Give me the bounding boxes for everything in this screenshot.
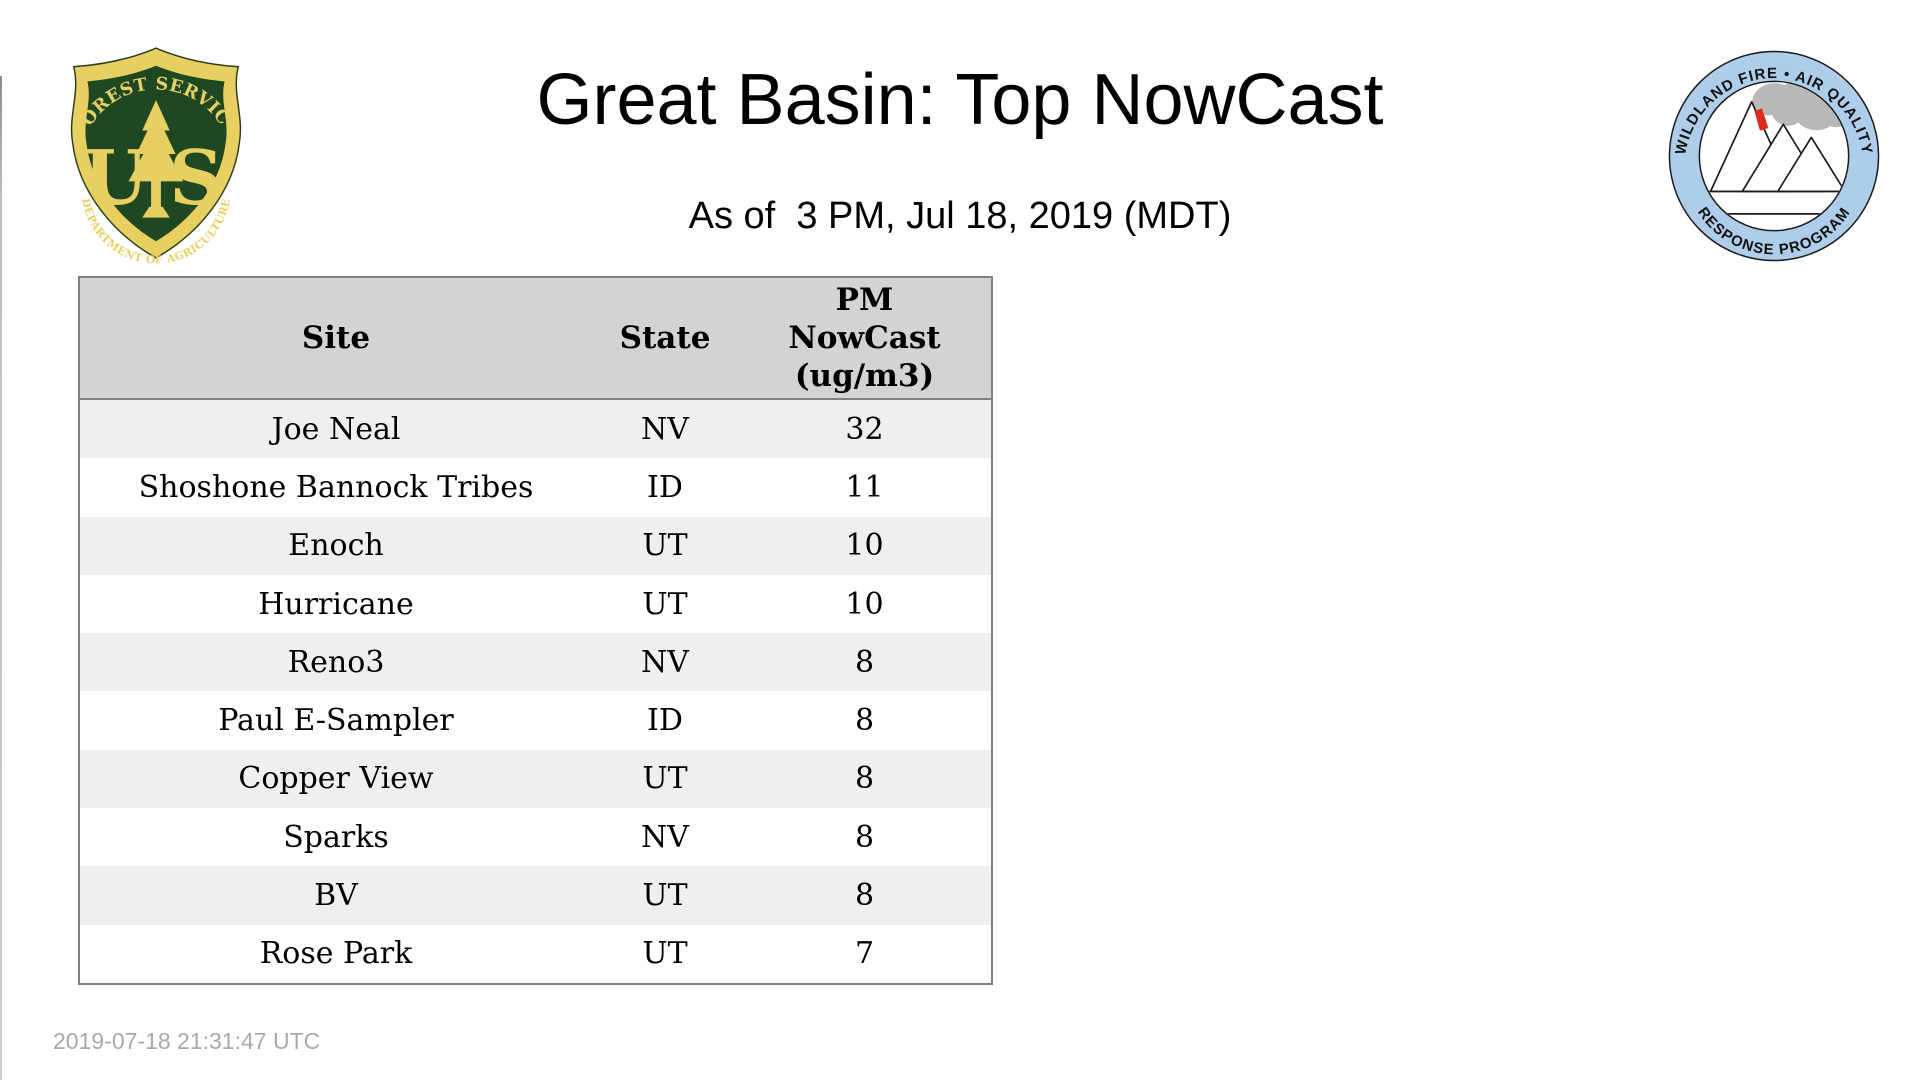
table-row: Hurricane UT 10 [80,574,991,634]
site-cell: Sparks [283,819,389,855]
page-edge-artifact [0,76,2,1080]
header-line: (ug/m3) [794,358,935,394]
table-row: Rose Park UT 7 [80,924,991,983]
page-subtitle: As of 3 PM, Jul 18, 2019 (MDT) [688,195,1232,237]
site-cell: Shoshone Bannock Tribes [138,469,534,505]
value-cell: 32 [845,411,884,447]
table-row: Copper View UT 8 [80,749,991,809]
column-header-site: Site [301,320,371,356]
state-cell: UT [642,878,688,914]
state-cell: UT [642,528,688,564]
value-cell: 8 [854,761,875,797]
site-cell: BV [314,878,358,914]
value-cell: 11 [845,469,884,505]
site-cell: Rose Park [259,936,413,972]
value-cell: 8 [854,819,875,855]
state-cell: ID [647,469,683,505]
table-row: Paul E-Sampler ID 8 [80,691,991,750]
table-header: Site State PM NowCast (ug/m3) [80,278,991,400]
header-line: NowCast [788,320,941,356]
table-body: Joe Neal NV 32 Shoshone Bannock Tribes ID 11 E… [80,400,991,983]
pine-tree-icon [128,100,184,218]
wildland-fire-air-quality-logo: WILDLAND FIRE • AIR QUALITY RESPONSE PRO… [1668,50,1880,262]
state-cell: NV [641,819,689,855]
state-cell: ID [647,703,683,739]
state-cell: UT [642,936,688,972]
page-title: Great Basin: Top NowCast [536,60,1384,140]
state-cell: UT [642,586,688,622]
state-cell: NV [641,644,689,680]
table-row: BV UT 8 [80,866,991,925]
value-cell: 8 [854,703,875,739]
value-cell: 8 [854,878,875,914]
column-header-state: State [619,320,711,356]
flame-icon [1754,108,1769,131]
state-cell: UT [642,761,688,797]
site-cell: Joe Neal [271,411,401,447]
state-cell: NV [641,411,689,447]
generation-timestamp: 2019-07-18 21:31:47 UTC [53,1028,321,1054]
value-cell: 10 [845,586,884,622]
header-line: PM [835,282,894,318]
table-row: Shoshone Bannock Tribes ID 11 [80,458,991,517]
site-cell: Reno3 [287,644,385,680]
table-row: Enoch UT 10 [80,516,991,575]
value-cell: 8 [854,644,875,680]
nowcast-table: Site State PM NowCast (ug/m3) Joe Neal NV… [78,276,993,985]
table-row: Joe Neal NV 32 [80,400,991,459]
site-cell: Copper View [238,761,434,797]
table-row: Sparks NV 8 [80,808,991,867]
value-cell: 10 [845,528,884,564]
site-cell: Paul E-Sampler [218,703,454,739]
forest-service-logo: FOREST SERVICE U S DEPARTMENT OF AGRICUL… [58,42,242,264]
column-header-pm-nowcast: PM NowCast (ug/m3) [738,278,991,398]
value-cell: 7 [854,936,875,972]
site-cell: Hurricane [258,586,414,622]
site-cell: Enoch [288,528,384,564]
table-row: Reno3 NV 8 [80,633,991,692]
